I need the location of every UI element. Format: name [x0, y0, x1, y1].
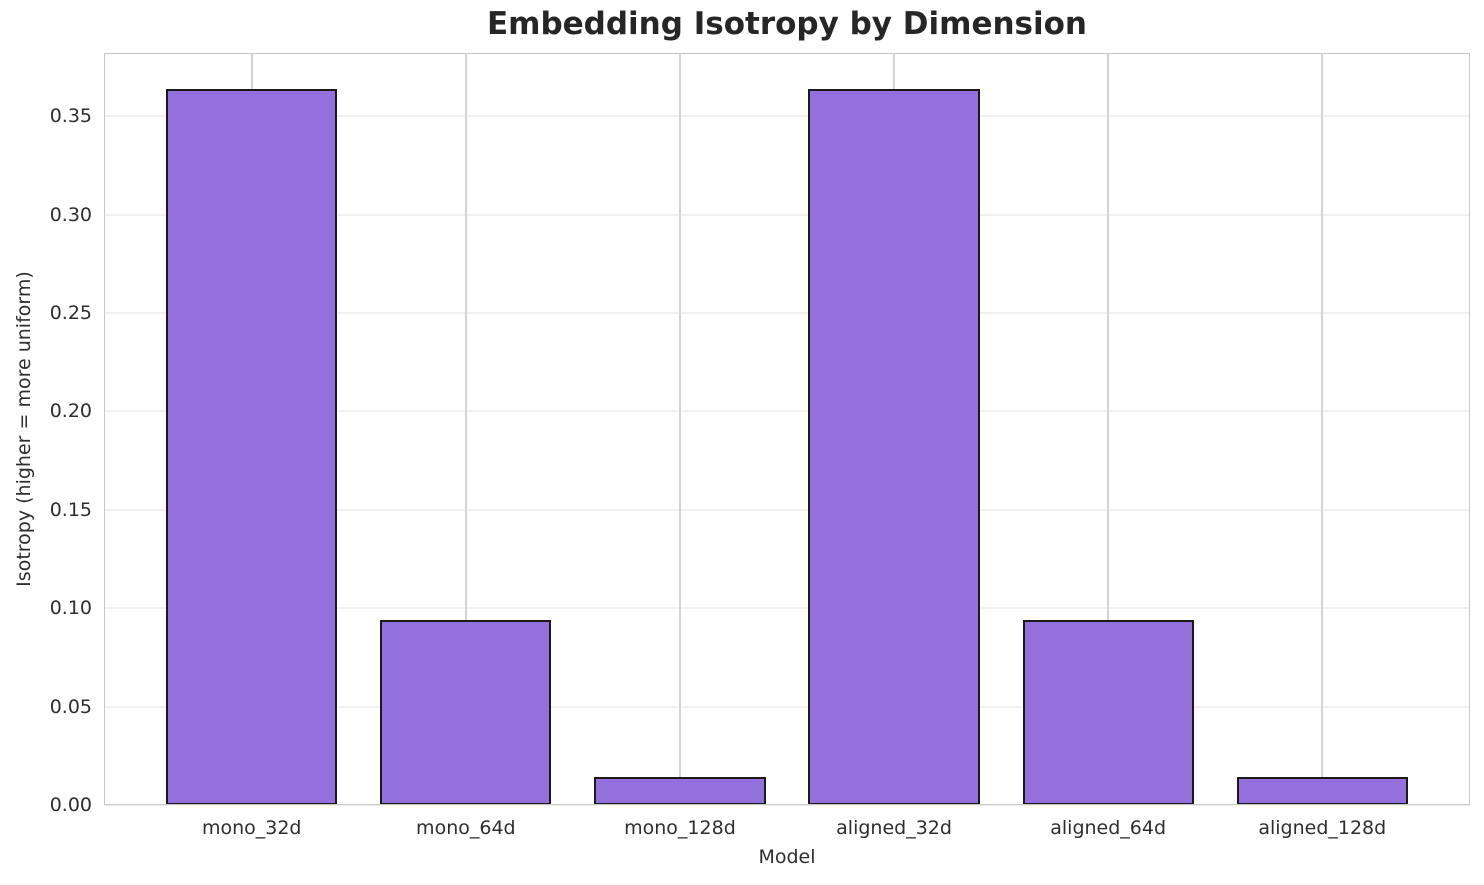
- plot-area: [104, 53, 1470, 806]
- chart-title: Embedding Isotropy by Dimension: [486, 6, 1088, 42]
- bar: [166, 88, 338, 805]
- v-gridline: [1321, 53, 1324, 805]
- x-tick-label: mono_128d: [624, 817, 736, 839]
- x-tick-label: aligned_64d: [1050, 817, 1167, 839]
- y-tick-label: 0.05: [49, 695, 92, 718]
- h-gridline: [104, 705, 1470, 708]
- bar: [1022, 620, 1194, 805]
- bar: [380, 620, 552, 805]
- v-gridline: [464, 53, 467, 805]
- h-gridline: [104, 804, 1470, 806]
- x-tick-label: aligned_32d: [836, 817, 952, 839]
- h-gridline: [104, 607, 1470, 610]
- v-gridline: [1107, 53, 1110, 805]
- y-tick-label: 0.20: [49, 400, 92, 423]
- y-tick-label: 0.15: [49, 498, 92, 521]
- bar: [1236, 777, 1408, 805]
- bar: [594, 777, 766, 805]
- h-gridline: [104, 410, 1470, 413]
- y-tick-label: 0.00: [49, 794, 92, 816]
- y-tick-label: 0.25: [49, 302, 92, 325]
- y-tick-label: 0.35: [49, 105, 92, 128]
- y-tick-label: 0.30: [49, 203, 92, 226]
- y-axis-label: Isotropy (higher = more uniform): [13, 271, 35, 587]
- h-gridline: [104, 115, 1470, 118]
- x-tick-label: mono_32d: [201, 817, 302, 839]
- x-tick-label: mono_64d: [416, 817, 516, 839]
- y-tick-label: 0.10: [49, 597, 92, 620]
- x-tick-label: aligned_128d: [1258, 817, 1387, 839]
- bar: [808, 88, 980, 805]
- h-gridline: [104, 213, 1470, 216]
- h-gridline: [104, 508, 1470, 511]
- h-gridline: [104, 312, 1470, 315]
- x-axis-label: Model: [758, 846, 816, 868]
- v-gridline: [678, 53, 681, 805]
